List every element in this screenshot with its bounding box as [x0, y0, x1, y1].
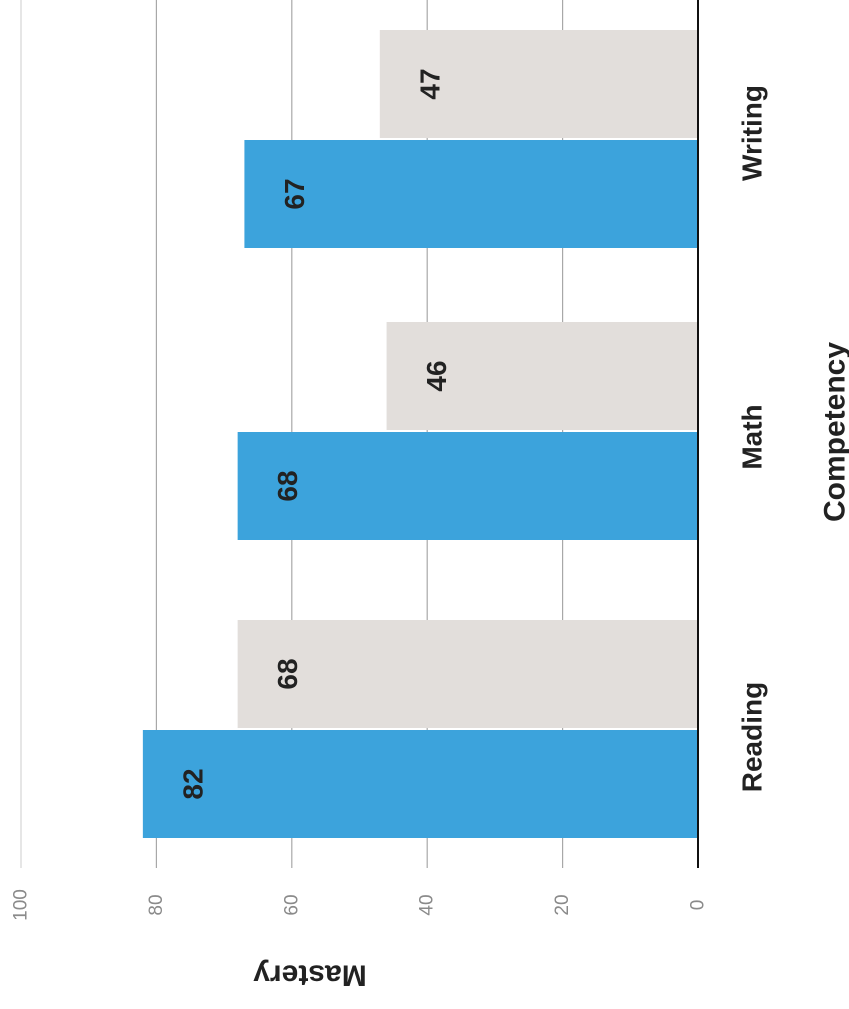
tick-label-20: 20 [552, 894, 573, 915]
tick-label-60: 60 [281, 894, 302, 915]
category-labels: Reading Math Writing [737, 85, 768, 792]
bars: 82 68 67 68 46 47 [143, 30, 698, 838]
bar-reading-series-1 [143, 730, 698, 838]
bar-writing-series-1 [244, 140, 698, 248]
data-label-reading-series-2: 68 [272, 658, 303, 689]
tick-label-40: 40 [417, 894, 438, 915]
data-label-math-series-1: 68 [272, 470, 303, 501]
category-label-math: Math [737, 404, 768, 469]
data-label-reading-series-1: 82 [177, 768, 208, 799]
category-label-writing: Writing [737, 85, 768, 181]
bar-math-series-1 [238, 432, 698, 540]
value-axis-title: Mastery [253, 959, 367, 992]
category-axis-title: Competency [819, 342, 849, 522]
value-axis-ticks: 0 20 40 60 80 100 [11, 889, 709, 921]
bar-reading-series-2 [238, 620, 698, 728]
data-label-writing-series-2: 47 [414, 68, 445, 99]
tick-label-0: 0 [688, 900, 709, 911]
data-label-math-series-2: 46 [421, 360, 452, 391]
tick-label-100: 100 [11, 889, 32, 921]
tick-label-80: 80 [146, 894, 167, 915]
data-label-writing-series-1: 67 [279, 178, 310, 209]
category-label-reading: Reading [737, 682, 768, 792]
